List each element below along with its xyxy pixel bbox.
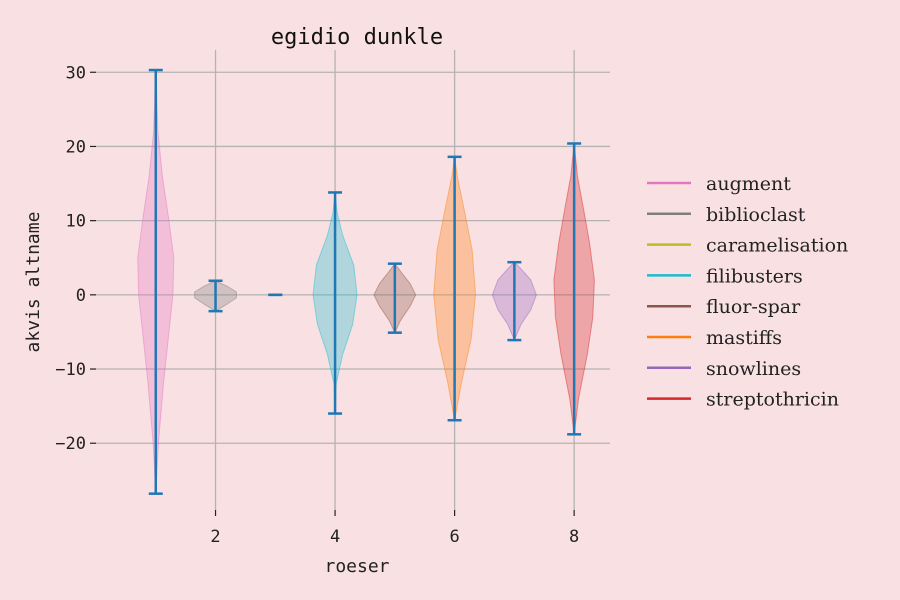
axis-ticks: −20 −10 0 10 20 30 2 4 6 8 bbox=[55, 63, 579, 547]
y-tick-label: 0 bbox=[76, 286, 86, 306]
x-axis-label: roeser bbox=[324, 556, 389, 577]
x-tick-label: 6 bbox=[449, 527, 459, 547]
legend: augment biblioclast caramelisation filibust… bbox=[647, 173, 848, 411]
y-tick-label: 30 bbox=[66, 63, 86, 83]
legend-label: mastiffs bbox=[706, 327, 782, 349]
y-axis-label: akvis altname bbox=[23, 212, 44, 353]
legend-label: biblioclast bbox=[706, 204, 806, 226]
y-tick-label: 10 bbox=[66, 212, 86, 232]
violins bbox=[137, 68, 595, 495]
y-tick-label: 20 bbox=[66, 137, 86, 157]
y-tick-label: −10 bbox=[55, 360, 86, 380]
x-tick-label: 4 bbox=[330, 527, 340, 547]
legend-label: snowlines bbox=[706, 358, 801, 380]
chart-title: egidio dunkle bbox=[271, 25, 443, 50]
legend-label: filibusters bbox=[706, 265, 803, 287]
y-tick-label: −20 bbox=[55, 434, 86, 454]
x-tick-label: 2 bbox=[210, 527, 220, 547]
legend-label: caramelisation bbox=[706, 235, 848, 257]
legend-label: streptothricin bbox=[706, 389, 839, 411]
x-tick-label: 8 bbox=[569, 527, 579, 547]
legend-label: augment bbox=[706, 173, 791, 195]
legend-label: fluor-spar bbox=[706, 296, 801, 318]
